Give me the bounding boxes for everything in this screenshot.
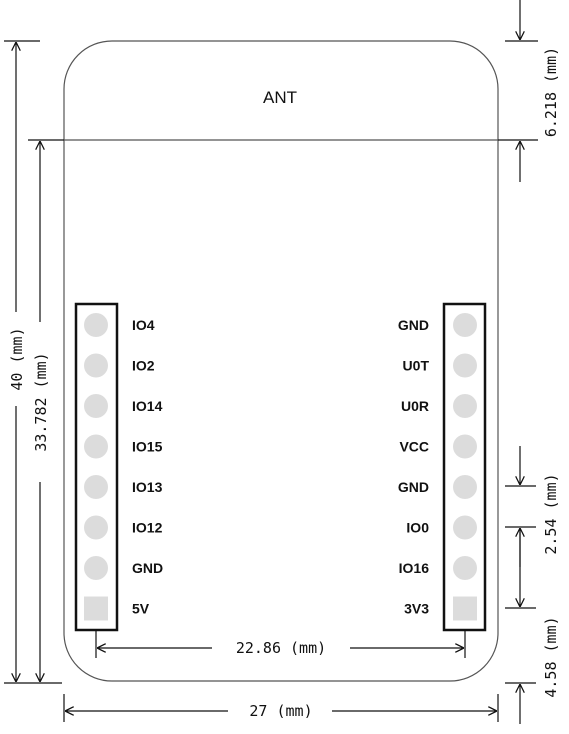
left-header-round-pad <box>84 556 108 580</box>
dim-pitch-label: 2.54 (mm) <box>542 473 560 554</box>
right-header-pin-label: 3V3 <box>404 601 429 617</box>
left-header-pin-label: 5V <box>132 601 150 617</box>
dim-spacing-label: 22.86 (mm) <box>236 639 326 657</box>
antenna-label: ANT <box>263 88 297 107</box>
left-header-pin-label: IO13 <box>132 479 163 495</box>
right-header-pin-label: U0T <box>403 358 430 374</box>
left-header-round-pad <box>84 475 108 499</box>
left-header-round-pad <box>84 515 108 540</box>
dim-width-label: 27 (mm) <box>249 702 312 720</box>
left-header-round-pad <box>84 394 108 418</box>
dim-bottom-label: 4.58 (mm) <box>542 616 560 697</box>
right-header-round-pad <box>453 475 477 499</box>
left-header-pin-label: IO14 <box>132 398 163 414</box>
dim-body-height-label: 33.782 (mm) <box>32 352 50 451</box>
left-header-round-pad <box>84 353 108 378</box>
board-outline <box>63 40 499 682</box>
right-header-pin-label: GND <box>398 317 429 333</box>
right-header-pin-label: U0R <box>401 398 429 414</box>
right-header-round-pad <box>453 434 477 459</box>
right-pin-header <box>442 302 487 632</box>
right-header-pin-label: IO16 <box>399 560 430 576</box>
right-header-pin-label: VCC <box>399 439 429 455</box>
left-header-square-pad <box>84 596 108 621</box>
dim-antenna-label: 6.218 (mm) <box>542 47 560 137</box>
left-header-pin-label: GND <box>132 560 163 576</box>
right-header-pin-label: IO0 <box>406 520 429 536</box>
dim-total-height-label: 40 (mm) <box>8 327 26 390</box>
right-header-round-pad <box>453 313 477 337</box>
right-header-square-pad <box>453 596 477 621</box>
right-header-round-pad <box>453 394 477 418</box>
right-header-pin-label: GND <box>398 479 429 495</box>
left-header-round-pad <box>84 434 108 459</box>
left-header-pin-label: IO2 <box>132 358 155 374</box>
right-header-round-pad <box>453 515 477 540</box>
left-header-pin-label: IO12 <box>132 520 163 536</box>
left-header-pin-label: IO4 <box>132 317 155 333</box>
right-header-round-pad <box>453 353 477 378</box>
left-header-pin-label: IO15 <box>132 439 163 455</box>
left-header-round-pad <box>84 313 108 337</box>
left-pin-header <box>74 302 119 632</box>
right-header-round-pad <box>453 556 477 580</box>
